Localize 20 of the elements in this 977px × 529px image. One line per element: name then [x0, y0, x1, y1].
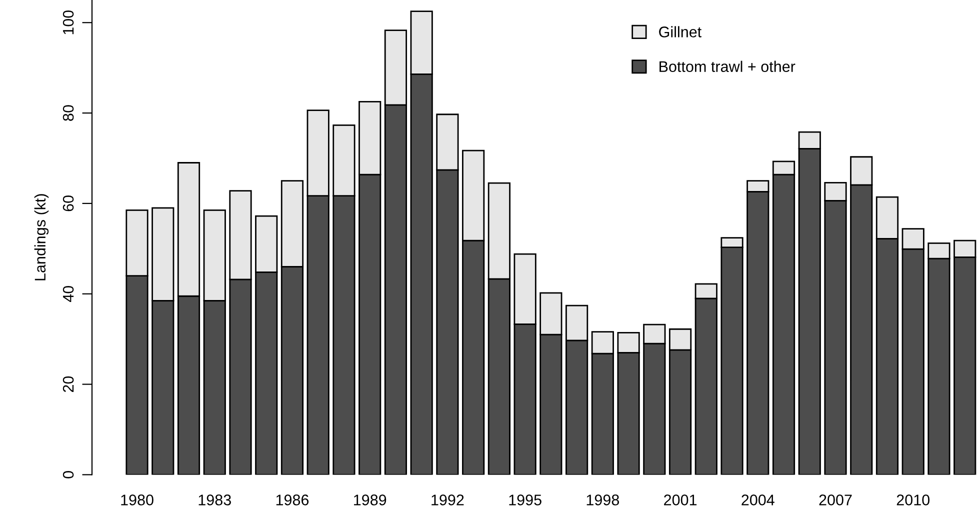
x-tick-label: 1995: [509, 494, 542, 506]
x-tick-label: 1986: [276, 494, 309, 506]
x-tick-label: 1989: [354, 494, 386, 506]
y-axis-title: Landings (kt): [34, 194, 49, 280]
y-tick-label: 0: [62, 471, 74, 478]
x-tick-label: 1998: [586, 494, 619, 506]
y-tick-label: 100: [62, 10, 74, 34]
x-tick-label: 1983: [198, 494, 231, 506]
legend-label: Gillnet: [659, 26, 702, 38]
x-tick-label: 2010: [896, 494, 930, 506]
x-tick-label: 1980: [121, 494, 154, 506]
x-tick-label: 2007: [819, 494, 852, 506]
y-tick-label: 20: [62, 376, 74, 392]
x-tick-label: 2004: [742, 494, 774, 506]
x-tick-label: 2001: [664, 494, 697, 506]
y-tick-label: 80: [62, 105, 74, 121]
x-tick-label: 1992: [432, 494, 464, 506]
legend-label: Bottom trawl + other: [660, 60, 796, 72]
y-tick-label: 60: [62, 196, 74, 212]
y-tick-label: 40: [62, 286, 74, 302]
